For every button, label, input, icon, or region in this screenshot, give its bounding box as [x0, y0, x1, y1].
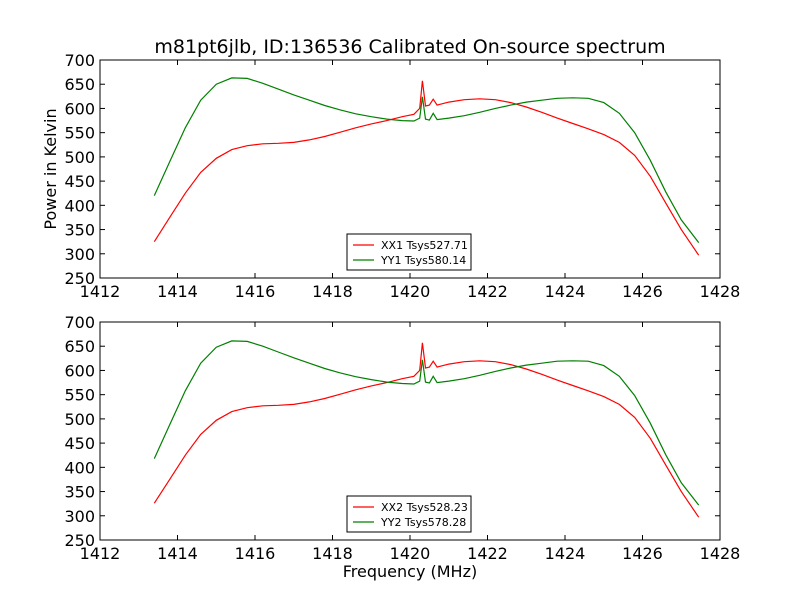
bottom-x-tick-label: 1420 [390, 544, 431, 563]
top-y-tick-label: 600 [64, 99, 95, 118]
bottom-legend-label-2: YY2 Tsys578.28 [380, 516, 466, 529]
bottom-series-line-2 [153, 340, 700, 506]
y-axis-label: Power in Kelvin [41, 108, 60, 229]
bottom-y-tick-label: 400 [64, 458, 95, 477]
bottom-x-tick-label: 1418 [312, 544, 353, 563]
bottom-legend-box [346, 495, 472, 533]
top-y-tick-label: 700 [64, 51, 95, 70]
top-x-tick-label: 1424 [545, 282, 586, 301]
top-x-tick-label: 1420 [390, 282, 431, 301]
top-x-tick-label: 1412 [80, 282, 121, 301]
bottom-x-tick-label: 1416 [235, 544, 276, 563]
top-x-tick-label: 1426 [622, 282, 663, 301]
bottom-x-tick-label: 1422 [467, 544, 508, 563]
top-y-tick-label: 450 [64, 172, 95, 191]
top-y-tick-label: 550 [64, 124, 95, 143]
bottom-legend-label-1: XX2 Tsys528.23 [381, 501, 468, 514]
bottom-x-tick-label: 1424 [545, 544, 586, 563]
top-x-tick-label: 1418 [312, 282, 353, 301]
top-series-line-1 [153, 80, 700, 256]
top-legend-label-2: YY1 Tsys580.14 [380, 254, 466, 267]
top-y-tick-label: 650 [64, 75, 95, 94]
bottom-y-tick-label: 500 [64, 410, 95, 429]
top-y-tick-label: 500 [64, 148, 95, 167]
bottom-x-tick-label: 1412 [80, 544, 121, 563]
bottom-y-tick-label: 300 [64, 507, 95, 526]
bottom-y-tick-label: 250 [64, 531, 95, 550]
bottom-y-tick-label: 350 [64, 483, 95, 502]
top-series-line-2 [153, 77, 700, 243]
bottom-x-tick-label: 1414 [157, 544, 198, 563]
top-x-tick-label: 1416 [235, 282, 276, 301]
bottom-x-tick-label: 1428 [700, 544, 741, 563]
bottom-y-tick-label: 700 [64, 313, 95, 332]
top-x-tick-label: 1422 [467, 282, 508, 301]
bottom-y-tick-label: 600 [64, 361, 95, 380]
top-y-tick-label: 250 [64, 269, 95, 288]
bottom-x-tick-label: 1426 [622, 544, 663, 563]
bottom-y-tick-label: 450 [64, 434, 95, 453]
top-y-tick-label: 350 [64, 221, 95, 240]
bottom-series-line-1 [153, 342, 700, 518]
top-x-tick-label: 1428 [700, 282, 741, 301]
x-axis-label: Frequency (MHz) [343, 562, 477, 581]
top-x-tick-label: 1414 [157, 282, 198, 301]
bottom-y-tick-label: 550 [64, 386, 95, 405]
top-legend-box [346, 233, 472, 271]
top-y-tick-label: 300 [64, 245, 95, 264]
top-y-tick-label: 400 [64, 196, 95, 215]
top-legend-label-1: XX1 Tsys527.71 [381, 239, 468, 252]
bottom-y-tick-label: 650 [64, 337, 95, 356]
top-panel: 1412 1414 1416 1418 1420 1422 1424 1426 1428 250 3… [64, 51, 740, 301]
bottom-panel: 1412 1414 1416 1418 1420 1422 1424 1426 1428 250 3… [64, 313, 740, 563]
figure-title: m81pt6jlb, ID:136536 Calibrated On-sourc… [154, 36, 665, 58]
